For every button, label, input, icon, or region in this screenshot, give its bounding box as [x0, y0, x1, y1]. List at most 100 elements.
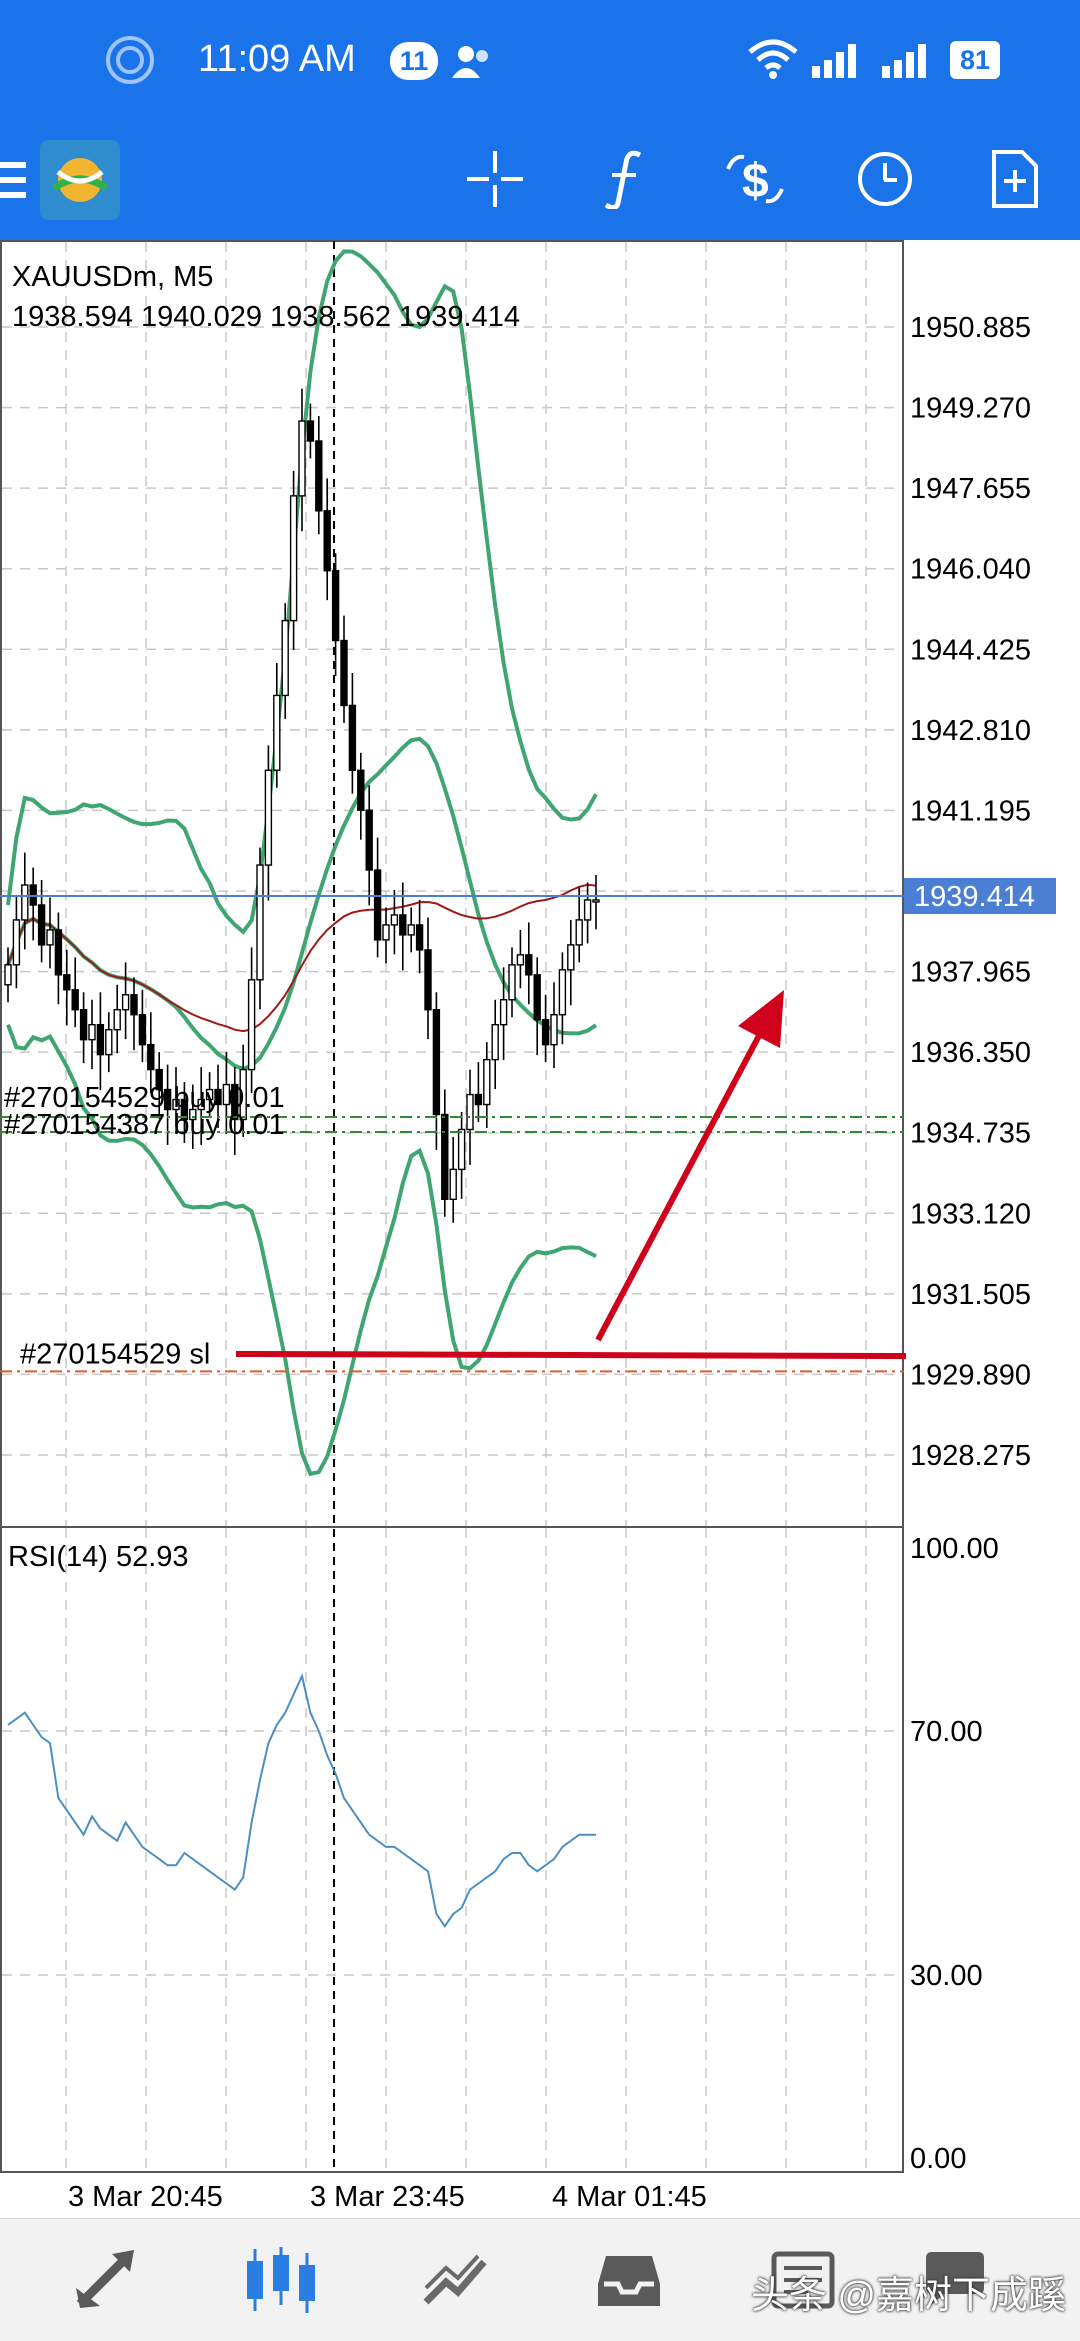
candle-body — [247, 979, 256, 1071]
candle-body — [96, 1024, 105, 1056]
candle-body — [138, 1014, 147, 1046]
candle-body — [541, 1019, 550, 1046]
status-bar: 11:09 AM 11 81 — [0, 0, 1080, 118]
bollinger-lower — [6, 1024, 597, 1477]
candle-body — [575, 919, 583, 946]
price-tick-label: 1937.965 — [910, 957, 1031, 989]
candle-body — [281, 619, 289, 697]
candle-body — [289, 495, 298, 622]
candle-body — [348, 704, 357, 771]
status-time: 11:09 AM — [198, 38, 356, 80]
nav-quotes[interactable] — [62, 2237, 152, 2323]
time-tick-label: 4 Mar 01:45 — [552, 2181, 707, 2213]
clock-icon — [858, 152, 912, 206]
price-tick-label: 1949.270 — [910, 393, 1031, 425]
candle-body — [407, 924, 415, 936]
new-order-icon — [992, 150, 1038, 208]
candle-body — [323, 510, 331, 572]
app-logo-icon[interactable] — [40, 140, 120, 220]
candle-body — [214, 1088, 222, 1106]
period-button[interactable] — [842, 136, 928, 222]
stop-loss-label: #270154529 sl — [20, 1338, 210, 1370]
candle-body — [340, 639, 348, 707]
nav-news[interactable] — [758, 2237, 848, 2323]
candle-body — [424, 949, 432, 1011]
candle-body — [163, 1088, 172, 1111]
candle-body — [71, 989, 79, 1011]
candle-body — [222, 1083, 231, 1106]
current-price-tag — [904, 878, 1056, 914]
chart-area[interactable]: #270154529 buy 0.01 #270154387 buy 0.01 #2… — [0, 240, 1080, 2220]
price-tick-label: 1931.505 — [910, 1279, 1031, 1311]
trade-dollar-button[interactable]: $ — [712, 136, 798, 222]
ohlc-label: 1938.594 1940.029 1938.562 1939.414 — [12, 301, 520, 333]
candle-body — [441, 1113, 449, 1201]
signal-2-icon — [882, 44, 926, 78]
new-order-button[interactable] — [972, 136, 1058, 222]
candle-body — [533, 974, 541, 1021]
nav-messages[interactable] — [910, 2237, 1000, 2323]
candle-body — [508, 964, 516, 1001]
candle-body — [231, 1083, 239, 1121]
candle-body — [273, 694, 281, 771]
candle-body — [172, 1098, 180, 1111]
signal-icon — [812, 44, 856, 78]
candle-body — [525, 954, 533, 976]
candle-body — [390, 914, 399, 926]
candle-body — [432, 1009, 441, 1116]
price-tick-label: 1944.425 — [910, 634, 1031, 666]
time-tick-label: 3 Mar 20:45 — [68, 2181, 223, 2213]
current-price-label: 1939.414 — [914, 881, 1035, 913]
candle-body — [567, 944, 575, 971]
menu-icon[interactable] — [0, 158, 28, 202]
candle-body — [197, 1098, 205, 1111]
candle-body — [583, 899, 592, 921]
candle-body — [121, 994, 130, 1011]
trade-icon — [76, 2250, 134, 2308]
candle-body — [79, 1009, 88, 1041]
candle-body — [516, 954, 525, 966]
rsi-line — [7, 1673, 596, 1928]
candle-body — [382, 924, 390, 941]
target-icon — [106, 36, 154, 84]
candle-body — [474, 1093, 483, 1106]
wifi-icon — [748, 39, 798, 79]
person-icon — [452, 46, 488, 78]
rsi-label: RSI(14) 52.93 — [8, 1541, 189, 1573]
inbox-icon — [598, 2256, 660, 2306]
candle-body — [315, 440, 323, 512]
crosshair-button[interactable] — [452, 136, 538, 222]
order-label: #270154387 buy 0.01 — [4, 1109, 285, 1141]
candle-body — [558, 969, 567, 1016]
notification-count-badge: 11 — [390, 42, 438, 80]
candle-body — [205, 1088, 214, 1101]
candle-body — [239, 1068, 247, 1121]
candle-body — [399, 914, 407, 936]
history-icon — [423, 2254, 487, 2305]
nav-trade[interactable] — [410, 2237, 500, 2323]
candle-body — [130, 994, 138, 1016]
candle-body — [256, 864, 264, 981]
indicators-button[interactable] — [582, 136, 668, 222]
dollar-icon: $ — [726, 154, 784, 208]
support-annotation-line — [235, 1351, 907, 1359]
moving-average — [7, 883, 597, 1033]
candle-body — [550, 1014, 558, 1046]
price-tick-label: 1942.810 — [910, 715, 1031, 747]
nav-history[interactable] — [584, 2237, 674, 2323]
price-tick-label: 1936.350 — [910, 1037, 1031, 1069]
candle-body — [331, 570, 340, 642]
candle-body — [4, 964, 12, 986]
rsi-tick-label: 30.00 — [910, 1960, 983, 1992]
candle-body — [466, 1093, 474, 1131]
indicators-icon — [604, 150, 642, 209]
price-chart[interactable]: #270154529 buy 0.01#270154387 buy 0.01 #2… — [0, 240, 1080, 2220]
candle-body — [63, 974, 71, 991]
price-tick-label: 1934.735 — [910, 1118, 1031, 1150]
nav-chart[interactable] — [236, 2237, 326, 2323]
candle-body — [46, 929, 54, 946]
rsi-tick-label: 0.00 — [910, 2143, 966, 2175]
price-tick-label: 1946.040 — [910, 554, 1031, 586]
up-arrow-annotation — [595, 1028, 765, 1342]
candle-body — [189, 1108, 197, 1121]
